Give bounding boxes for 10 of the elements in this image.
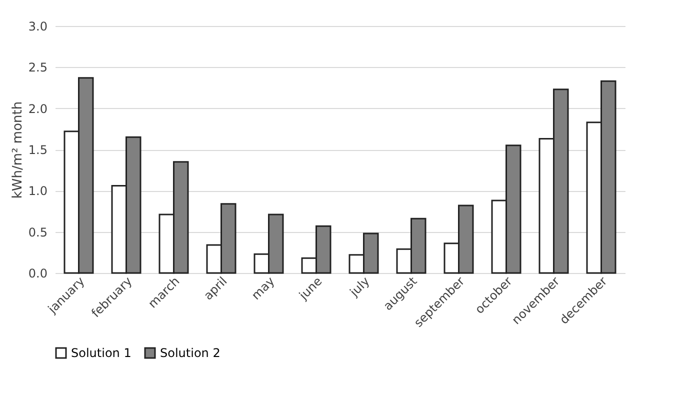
y-tick-label: 1.0 (28, 184, 48, 198)
y-tick-label: 3.0 (28, 20, 48, 34)
y-tick-label: 0.0 (28, 266, 48, 280)
y-tick-label: 1.5 (28, 143, 48, 157)
legend-label: Solution 2 (160, 346, 220, 360)
y-tick-label: 0.5 (28, 225, 48, 240)
y-tick-label: 2.0 (28, 102, 48, 116)
y-axis-title: kWh/m² month (10, 101, 26, 199)
legend-label: Solution 1 (71, 346, 132, 360)
y-tick-label: 2.5 (28, 60, 48, 75)
